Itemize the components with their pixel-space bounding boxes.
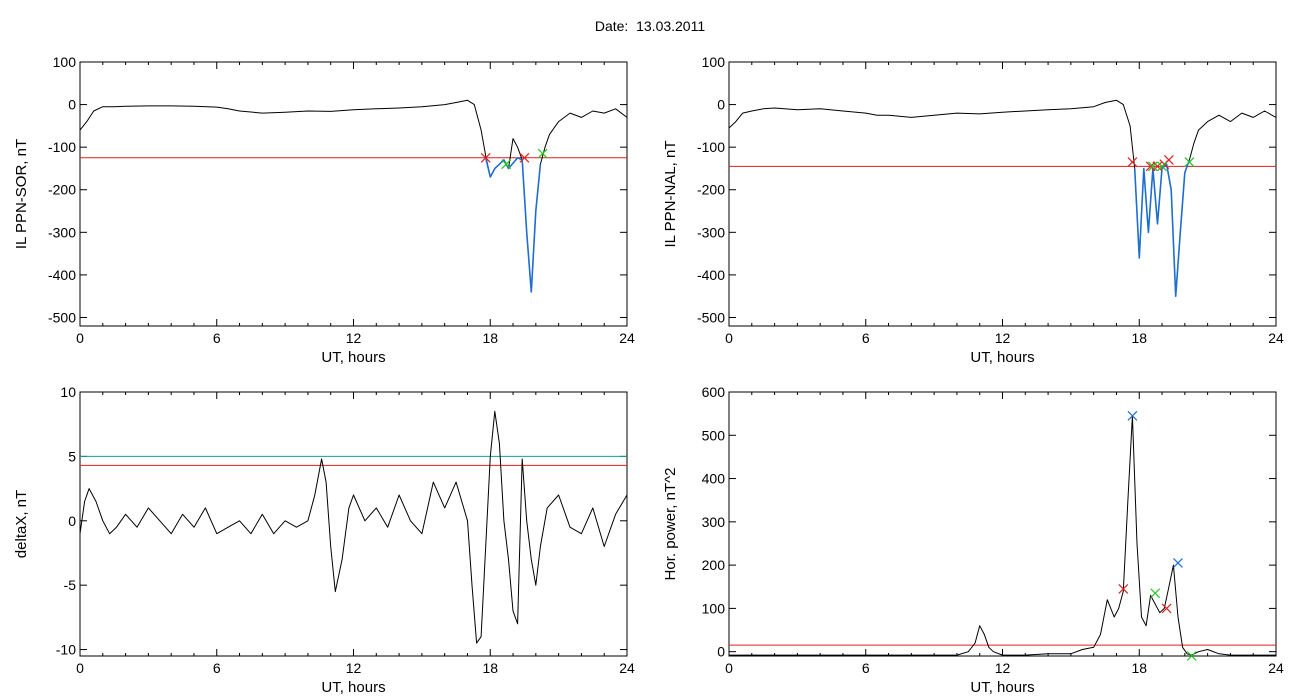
chart-0-xtick-label: 6: [213, 330, 221, 346]
chart-3-marker-stroke: [1127, 410, 1138, 421]
chart-0-xtick-label: 0: [76, 330, 84, 346]
chart-2-ytick-label: -5: [64, 577, 77, 593]
chart-3-ytick-label: 500: [702, 427, 726, 443]
chart-1-marker-stroke: [1157, 161, 1167, 172]
chart-1-event-marker: [1127, 157, 1138, 167]
chart-1-marker-stroke: [1152, 161, 1163, 172]
chart-0-event-segment: [484, 157, 542, 293]
chart-0-ylabel: IL PPN-SOR, nT: [13, 139, 30, 249]
chart-3-ytick-label: 400: [702, 471, 726, 487]
chart-0-marker-stroke: [501, 159, 512, 170]
chart-3-event-marker: [1150, 588, 1161, 599]
chart-1-ytick-label: -300: [697, 224, 725, 240]
chart-3-series-line: [729, 415, 1276, 656]
chart-3-ytick-label: 100: [702, 600, 726, 616]
chart-2-xtick-label: 24: [619, 660, 635, 676]
chart-3-ytick-label: 200: [702, 557, 726, 573]
chart-3-xlabel: UT, hours: [970, 679, 1034, 696]
chart-2-ytick-label: 10: [60, 384, 76, 400]
chart-0-plot-area: [80, 99, 627, 293]
chart-1-marker-stroke: [1148, 161, 1158, 172]
chart-0-ytick-label: 0: [68, 97, 76, 113]
chart-1-series-line: [729, 99, 1276, 297]
chart-1-ylabel: IL PPN-NAL, nT: [662, 141, 679, 248]
chart-1-xtick-label: 18: [1131, 330, 1147, 346]
chart-0-ytick-label: -500: [48, 309, 76, 325]
chart-3-xtick-label: 12: [995, 660, 1011, 676]
chart-1-xtick-label: 6: [862, 330, 870, 346]
chart-1-event-marker: [1157, 161, 1167, 172]
chart-1-event-marker: [1152, 161, 1163, 172]
chart-3-ylabel: Hor. power, nT^2: [662, 468, 679, 581]
chart-3-marker-stroke: [1118, 583, 1129, 594]
chart-3-marker-stroke: [1186, 651, 1197, 661]
chart-0-xtick-label: 18: [482, 330, 498, 346]
chart-3-ytick-label: 0: [717, 644, 725, 660]
chart-3-xtick-label: 6: [862, 660, 870, 676]
chart-0-event-marker: [537, 148, 548, 159]
chart-1-ytick-label: -100: [697, 139, 725, 155]
chart-1-ytick-label: 0: [717, 97, 725, 113]
chart-1-xtick-label: 0: [725, 330, 733, 346]
chart-0-ytick-label: -400: [48, 267, 76, 283]
chart-0-ytick-label: -300: [48, 224, 76, 240]
chart-3-event-marker: [1161, 603, 1172, 614]
chart-3-xtick-label: 24: [1268, 660, 1284, 676]
chart-0-xtick-label: 12: [346, 330, 362, 346]
chart-1-event-marker: [1184, 157, 1195, 167]
chart-1-xlabel: UT, hours: [970, 349, 1034, 366]
chart-2-plot-area: [80, 410, 627, 644]
chart-2-xtick-label: 12: [346, 660, 362, 676]
chart-0-ytick-label: -200: [48, 182, 76, 198]
chart-3-event-marker: [1173, 558, 1183, 568]
chart-0-marker-stroke: [537, 148, 548, 159]
chart-1-xtick-label: 24: [1268, 330, 1284, 346]
chart-0-event-marker: [480, 152, 491, 163]
chart-0-event-marker: [519, 152, 530, 163]
chart-2-xtick-label: 18: [482, 660, 498, 676]
chart-3-marker-stroke: [1173, 558, 1183, 568]
chart-3-xtick-label: 0: [725, 660, 733, 676]
chart-0-marker-stroke: [519, 152, 530, 163]
chart-2-xtick-label: 6: [213, 660, 221, 676]
chart-2-ytick-label: 5: [68, 448, 76, 464]
chart-1-event-marker: [1148, 161, 1158, 172]
chart-3-xtick-label: 18: [1131, 660, 1147, 676]
chart-3-ytick-label: 300: [702, 514, 726, 530]
chart-0-ytick-label: -100: [48, 139, 76, 155]
chart-0-xtick-label: 24: [619, 330, 635, 346]
chart-2-ylabel: deltaX, nT: [13, 490, 30, 558]
chart-3-event-marker: [1118, 583, 1129, 594]
chart-3-plot-area: [729, 415, 1276, 656]
chart-2-ytick-label: -10: [56, 642, 76, 658]
chart-3-event-marker: [1186, 651, 1197, 661]
chart-1-ytick-label: -200: [697, 182, 725, 198]
page-title: Date: 13.03.2011: [594, 18, 706, 34]
chart-2-xlabel: UT, hours: [321, 679, 385, 696]
chart-3-marker-stroke: [1150, 588, 1161, 599]
chart-1-ytick-label: 100: [702, 54, 726, 70]
chart-1-event-segment: [1133, 159, 1191, 297]
chart-2-xtick-label: 0: [76, 660, 84, 676]
chart-2-ytick-label: 0: [68, 513, 76, 529]
chart-0-xlabel: UT, hours: [321, 349, 385, 366]
chart-1-marker-stroke: [1184, 157, 1195, 167]
chart-0-event-marker: [501, 159, 512, 170]
chart-3-marker-stroke: [1161, 603, 1172, 614]
chart-3-frame: [728, 391, 1277, 657]
chart-0-series-line: [80, 99, 627, 293]
chart-1-xtick-label: 12: [995, 330, 1011, 346]
chart-1-marker-stroke: [1127, 157, 1138, 167]
chart-1-ytick-label: -500: [697, 309, 725, 325]
chart-2-series-line: [80, 410, 627, 644]
chart-3-ytick-label: 600: [702, 384, 726, 400]
chart-0-marker-stroke: [480, 152, 491, 163]
chart-3-event-marker: [1127, 410, 1138, 421]
chart-0-ytick-label: 100: [53, 54, 77, 70]
chart-1-ytick-label: -400: [697, 267, 725, 283]
